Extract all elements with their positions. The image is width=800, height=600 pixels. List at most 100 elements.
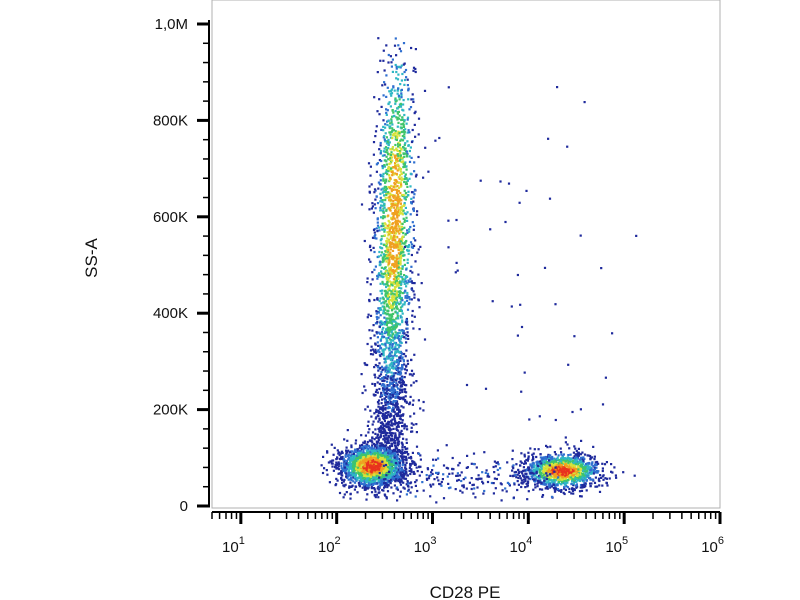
event-point [385,341,389,344]
event-point [395,365,398,368]
event-point [388,242,391,245]
event-point [385,357,388,360]
event-point [378,382,381,385]
event-point [373,467,376,470]
event-point [367,444,370,448]
event-point [370,207,373,210]
event-point [387,153,390,156]
event-point [405,441,408,444]
event-point [398,146,401,149]
event-point [372,141,376,144]
event-point [397,371,400,374]
event-point [387,428,390,431]
event-point [387,397,390,400]
event-point [392,199,395,202]
event-point [412,69,415,72]
event-point [379,209,382,212]
event-point [403,196,406,199]
event-point [404,463,407,467]
event-point [387,165,390,168]
event-point [401,227,404,231]
event-point [378,426,382,429]
event-point [347,471,350,474]
event-point [412,423,415,426]
event-point [393,183,397,186]
event-point [403,175,407,178]
event-point [534,478,537,481]
event-point [378,445,381,448]
event-point [346,466,349,469]
event-point [335,464,338,467]
event-point [355,449,358,452]
event-point [400,230,403,233]
event-point [384,189,387,192]
event-point [394,468,397,471]
event-point [390,290,393,293]
event-point [385,245,388,248]
event-point [384,376,387,379]
event-point [541,494,545,497]
event-point [385,180,388,183]
event-point [399,354,402,358]
event-point [400,118,403,122]
event-point [396,424,399,427]
event-point [404,152,407,155]
event-point [410,246,413,249]
event-point [333,446,336,449]
event-point [402,146,405,149]
event-point [390,92,394,95]
event-point [385,395,388,398]
event-point [396,216,399,219]
event-point [397,145,400,148]
event-point [394,320,397,323]
event-point [401,239,404,242]
event-point [382,390,385,393]
event-point [386,227,389,230]
event-point [408,149,411,153]
event-point [402,171,405,174]
event-point [363,484,366,487]
event-point [406,140,409,143]
event-point [381,406,384,409]
event-point [373,470,376,473]
event-point [412,208,415,211]
event-point [417,273,420,276]
event-point [386,86,389,89]
event-point [567,470,570,473]
event-point [407,89,410,92]
event-point [594,476,597,479]
event-point [403,119,406,122]
event-point [393,293,396,296]
event-point [403,131,406,134]
event-point [392,213,395,216]
event-point [396,447,399,450]
event-point [390,65,393,68]
event-point [398,114,401,117]
event-point [377,344,380,347]
event-point [389,464,392,467]
event-point [394,347,397,351]
event-point [413,161,416,164]
event-point [392,441,396,444]
event-point [377,468,380,471]
event-point [371,436,374,440]
event-point [403,226,406,229]
event-point [401,212,404,215]
event-point [388,399,391,402]
event-point [376,452,379,455]
event-point [384,132,387,135]
event-point [394,221,397,224]
event-point [399,151,402,154]
event-point [401,178,404,181]
event-point [414,260,417,263]
event-point [397,208,400,211]
event-point [403,427,406,430]
event-point [369,409,372,412]
event-point [392,450,395,453]
event-point [377,463,380,466]
event-point [374,449,377,453]
event-point [387,336,390,339]
event-point [376,364,379,368]
event-point [397,117,401,120]
event-point [348,456,351,459]
